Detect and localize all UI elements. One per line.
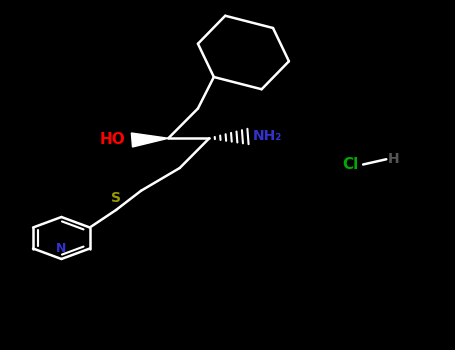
Text: H: H: [388, 152, 399, 166]
Text: HO: HO: [99, 133, 125, 147]
Text: S: S: [111, 191, 121, 205]
Polygon shape: [131, 133, 168, 147]
Text: Cl: Cl: [342, 157, 359, 172]
Text: N: N: [56, 242, 66, 255]
Text: NH₂: NH₂: [253, 130, 282, 144]
